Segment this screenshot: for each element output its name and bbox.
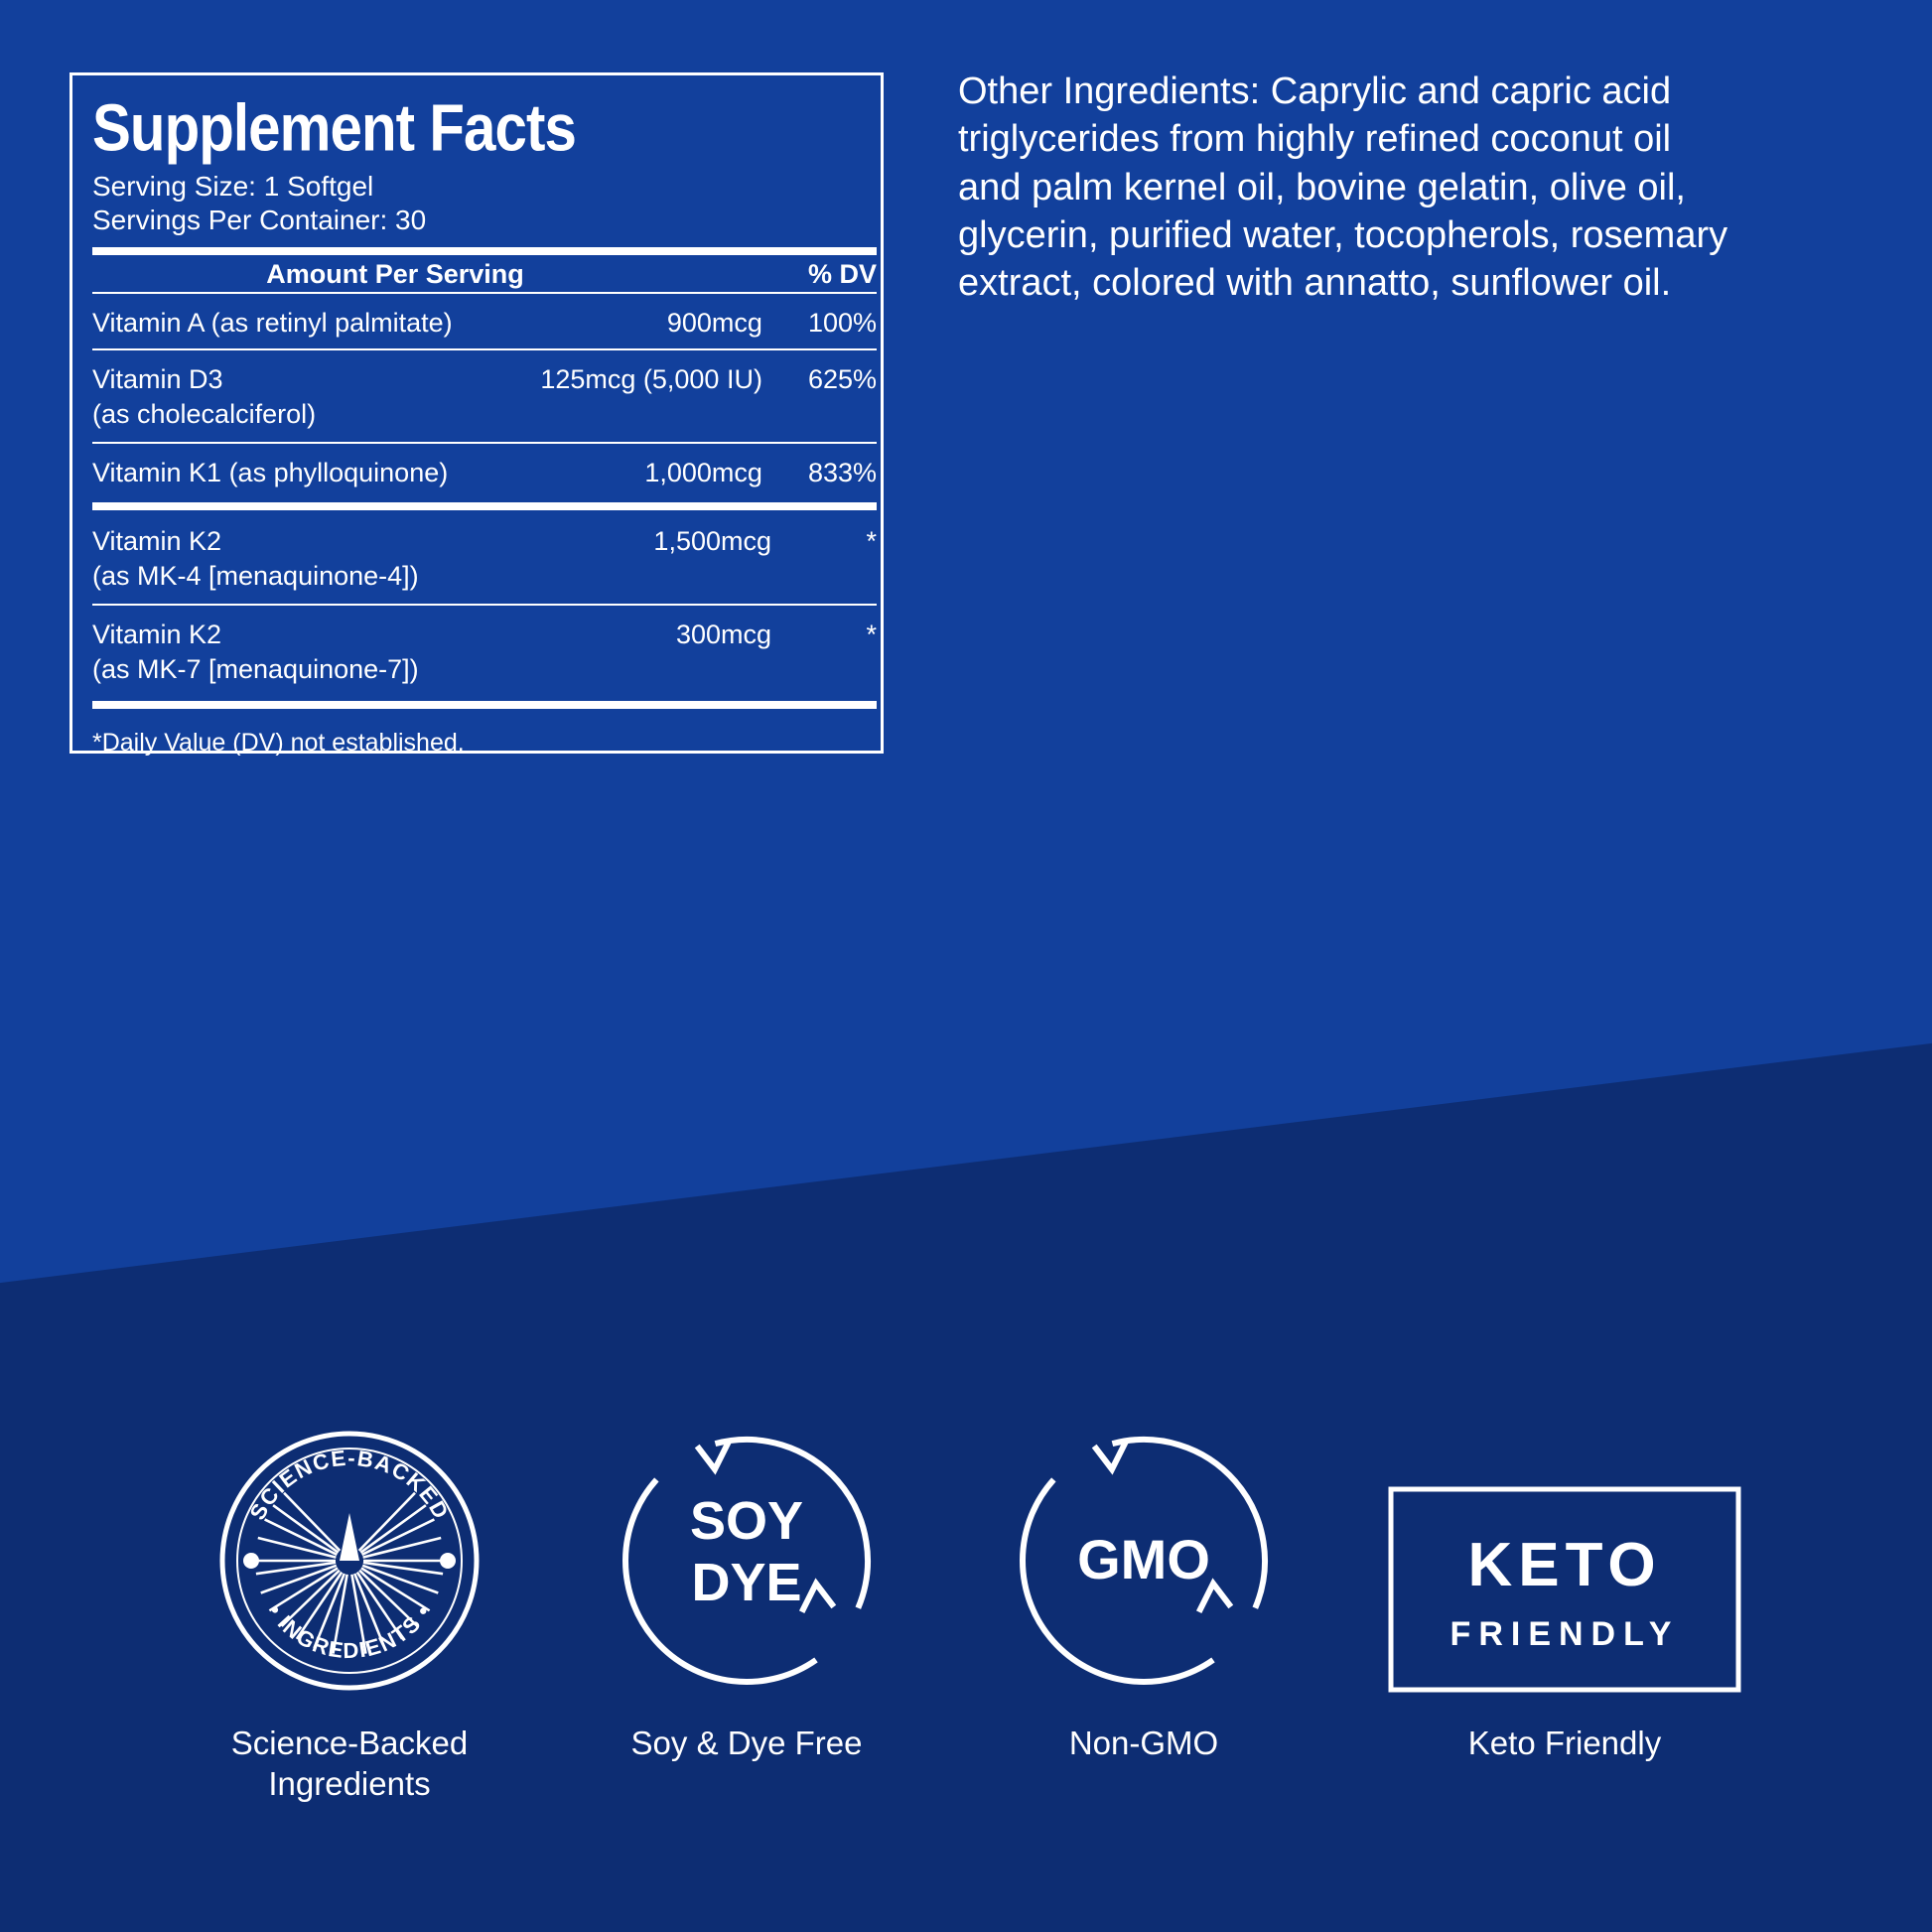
svg-text:SOY: SOY bbox=[690, 1491, 803, 1551]
svg-text:KETO: KETO bbox=[1467, 1531, 1661, 1599]
svg-text:GMO: GMO bbox=[1077, 1528, 1210, 1590]
svg-text:• INGREDIENTS •: • INGREDIENTS • bbox=[263, 1599, 437, 1663]
svg-text:DYE: DYE bbox=[691, 1553, 801, 1612]
svg-text:FRIENDLY: FRIENDLY bbox=[1450, 1615, 1680, 1653]
